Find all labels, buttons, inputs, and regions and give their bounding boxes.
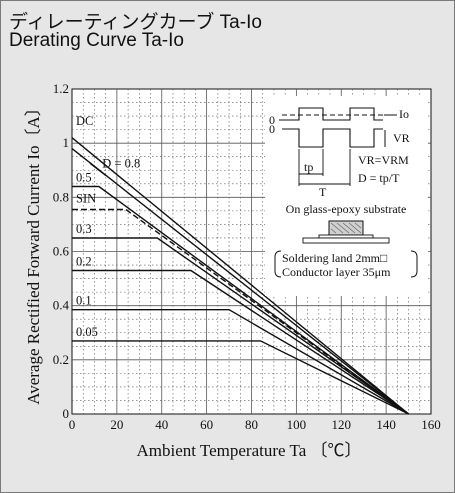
waveform-top bbox=[282, 107, 383, 121]
duty-equation: D = tp/T bbox=[358, 171, 400, 185]
x-tick-label: 0 bbox=[69, 417, 76, 432]
curve-labels: DC 0.5 SIN 0.3 0.2 0.1 0.05 D = 0.8 bbox=[76, 114, 140, 339]
y-tick-label: 1 bbox=[63, 135, 70, 150]
zero-label-top: 0 bbox=[269, 113, 275, 127]
x-tick-label: 40 bbox=[155, 417, 168, 432]
vr-equation: VR=VRM bbox=[358, 153, 409, 167]
series-line-0-2 bbox=[72, 269, 409, 415]
vr-label: VR bbox=[393, 131, 410, 145]
tp-label: tp bbox=[304, 160, 313, 174]
bracket-left bbox=[274, 250, 282, 278]
curve-label-dc: DC bbox=[76, 114, 93, 128]
series-line-0-05 bbox=[72, 340, 409, 415]
y-tick-label: 0.8 bbox=[53, 189, 69, 204]
x-tick-label: 160 bbox=[421, 417, 441, 432]
x-tick-label: 100 bbox=[287, 417, 307, 432]
chart-title-japanese: ディレーティングカーブ Ta-Io bbox=[9, 12, 262, 33]
x-axis-label: Ambient Temperature Ta 〔℃〕 bbox=[136, 441, 361, 460]
curve-label-0-3: 0.3 bbox=[76, 222, 92, 236]
series-line-0-1 bbox=[72, 309, 409, 415]
bracket-right bbox=[410, 250, 418, 278]
series-line-0-5 bbox=[72, 185, 410, 415]
curve-label-d-0-8: D = 0.8 bbox=[102, 156, 140, 170]
t-label: T bbox=[319, 185, 327, 199]
io-label: Io bbox=[399, 107, 409, 121]
zero-label-bottom: 0 bbox=[269, 122, 275, 136]
curve-label-0-05: 0.05 bbox=[76, 325, 98, 339]
package-hatch bbox=[330, 222, 362, 234]
curve-label-sin: SIN bbox=[76, 192, 96, 206]
series-line-dc bbox=[71, 137, 410, 415]
series-line-d-0-8 bbox=[71, 148, 410, 415]
duty-label-leader bbox=[89, 163, 106, 177]
curve-label-0-5: 0.5 bbox=[76, 171, 92, 185]
x-tick-label: 80 bbox=[245, 417, 258, 432]
chart-title-english: Derating Curve Ta-Io bbox=[9, 30, 184, 51]
x-tick-label: 60 bbox=[200, 417, 213, 432]
y-axis-label: Average Rectified Forward Current Io〔A〕 bbox=[24, 99, 43, 405]
substrate-board bbox=[302, 237, 390, 244]
curve-label-0-2: 0.2 bbox=[76, 254, 92, 268]
substrate-label: On glass-epoxy substrate bbox=[286, 202, 407, 216]
y-tick-label: 0.6 bbox=[53, 244, 70, 259]
y-tick-label: 0.2 bbox=[53, 352, 69, 367]
waveform-bottom bbox=[282, 128, 383, 148]
y-tick-label: 0.4 bbox=[53, 298, 70, 313]
x-tick-label: 140 bbox=[376, 417, 396, 432]
x-tick-label: 120 bbox=[332, 417, 352, 432]
package-body bbox=[328, 220, 364, 236]
curve-label-0-1: 0.1 bbox=[76, 294, 92, 308]
x-tick-label: 20 bbox=[110, 417, 123, 432]
legend-box: Io 0 0 VR tp T VR=VRM D = tp/T On glass-… bbox=[265, 96, 428, 296]
series-group bbox=[71, 137, 410, 415]
soldering-land-label: Soldering land 2mm□ bbox=[282, 251, 387, 265]
tick-labels: 0 20 40 60 80 100 120 140 160 0 0.2 0.4 0.6 0.8 1 1.2 bbox=[53, 81, 441, 432]
y-tick-label: 0 bbox=[63, 406, 70, 421]
conductor-layer-label: Conductor layer 35μm bbox=[282, 265, 391, 279]
series-line-0-3 bbox=[72, 237, 410, 415]
y-tick-label: 1.2 bbox=[53, 81, 69, 96]
